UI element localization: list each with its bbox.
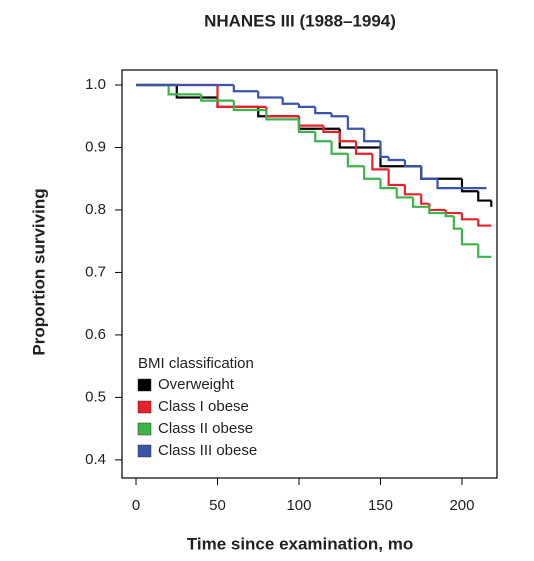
legend-label: Class III obese: [158, 442, 257, 459]
survival-step: [420, 166, 438, 180]
legend-swatch: [137, 422, 152, 436]
x-tick-label: 200: [449, 497, 474, 514]
survival-step: [436, 178, 462, 190]
y-tick-label: 0.4: [85, 451, 106, 468]
survival-step: [363, 128, 381, 143]
legend-swatch: [137, 400, 152, 414]
survival-step: [216, 97, 259, 108]
survival-step: [452, 216, 462, 230]
survival-step: [297, 119, 316, 133]
survival-step: [420, 194, 430, 205]
survival-step: [314, 131, 332, 143]
survival-step: [460, 228, 479, 246]
survival-step: [257, 91, 283, 99]
survival-step: [420, 166, 462, 180]
survival-step: [330, 141, 348, 155]
survival-step: [444, 209, 462, 215]
survival-step: [460, 213, 479, 221]
y-tick-label: 0.6: [85, 326, 106, 343]
survival-step: [477, 191, 492, 202]
y-tick-label: 0.8: [85, 201, 106, 218]
y-tick-label: 0.5: [85, 388, 106, 405]
survival-step: [338, 131, 357, 143]
survival-step: [379, 178, 397, 190]
survival-step: [395, 188, 414, 199]
x-tick-label: 0: [132, 497, 140, 514]
survival-step: [346, 116, 365, 130]
survival-step: [297, 103, 316, 108]
chart-title: NHANES III (1988–1994): [204, 11, 396, 30]
survival-step: [232, 84, 259, 93]
survival-step: [428, 206, 446, 215]
survival-step: [371, 153, 389, 171]
survival-step: [354, 141, 373, 155]
y-tick-label: 1.0: [85, 76, 106, 93]
survival-step: [265, 106, 299, 118]
legend-title: BMI classification: [138, 355, 254, 372]
y-axis-label: Proportion surviving: [29, 188, 48, 355]
survival-step: [257, 106, 299, 118]
survival-step: [387, 156, 405, 162]
x-tick-label: 50: [209, 497, 226, 514]
survival-step: [346, 153, 365, 168]
legend-label: Class II obese: [158, 420, 253, 437]
survival-step: [175, 84, 218, 99]
survival-step: [216, 84, 267, 108]
legend-swatch: [137, 444, 152, 458]
survival-step: [403, 184, 422, 196]
survival-step: [444, 213, 454, 218]
survival-step: [338, 128, 381, 149]
legend-label: Class I obese: [158, 398, 249, 415]
y-tick-label: 0.9: [85, 138, 106, 155]
x-tick-label: 100: [286, 497, 311, 514]
x-tick-label: 150: [368, 497, 393, 514]
plot-frame: [121, 69, 498, 479]
survival-step: [167, 84, 202, 96]
survival-step: [428, 203, 446, 212]
survival-step: [477, 219, 492, 227]
survival-step: [477, 244, 492, 258]
survival-step: [297, 116, 324, 127]
survival-step: [403, 159, 422, 168]
survival-step: [232, 100, 267, 112]
survival-step: [411, 197, 430, 208]
legend-label: Overweight: [158, 376, 235, 393]
survival-step: [200, 94, 234, 102]
survival-step: [387, 169, 405, 187]
survival-step: [363, 166, 381, 180]
y-tick-label: 0.7: [85, 263, 106, 280]
survival-step: [297, 116, 340, 130]
survival-step: [314, 106, 332, 115]
survival-step: [281, 97, 299, 105]
survival-step: [460, 178, 479, 193]
survival-step: [322, 125, 340, 133]
legend-swatch: [137, 378, 152, 392]
survival-step: [379, 141, 389, 158]
survival-step: [265, 109, 299, 121]
x-axis-label: Time since examination, mo: [187, 534, 413, 553]
survival-step: [330, 113, 348, 118]
